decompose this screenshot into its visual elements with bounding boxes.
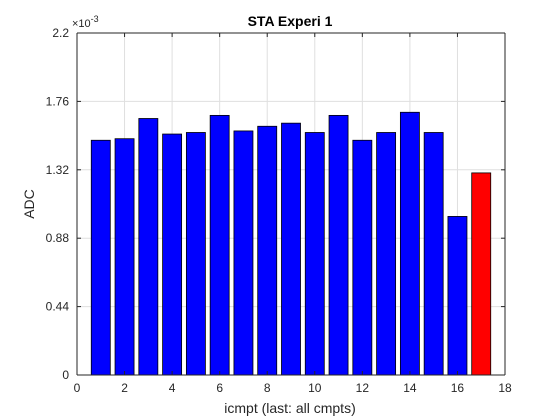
y-tick-label: 0.44 [46, 300, 70, 314]
bar [257, 125, 278, 376]
x-tick-label: 0 [74, 381, 81, 395]
x-tick-label: 18 [498, 381, 512, 395]
x-tick-label: 10 [308, 381, 322, 395]
bar [281, 122, 301, 376]
x-tick-label: 6 [216, 381, 223, 395]
y-tick-label: 0 [62, 368, 69, 382]
y-exponent-power: -3 [91, 14, 99, 24]
y-tick-label: 1.76 [46, 94, 70, 108]
bar-all-cmpts [471, 172, 492, 376]
x-tick-label: 4 [169, 381, 176, 395]
bar [185, 132, 206, 376]
y-tick-label: 0.88 [46, 231, 70, 245]
bar [423, 132, 444, 376]
bar [162, 133, 183, 376]
axes [76, 32, 506, 376]
bars [90, 111, 492, 376]
bar [233, 130, 254, 376]
y-exponent-label: ×10-3 [72, 14, 99, 30]
x-axis-label: icmpt (last: all cmpts) [224, 400, 355, 416]
bar [376, 132, 397, 376]
bar [447, 216, 468, 376]
x-tick-label: 2 [121, 381, 128, 395]
y-exponent-base: ×10 [72, 18, 91, 30]
x-tick-label: 14 [403, 381, 417, 395]
y-tick-label: 2.2 [52, 26, 69, 40]
bar [304, 132, 325, 376]
tick-labels: 0 2 4 6 8 10 12 14 16 18 0 0.44 0.88 1.32 1.76 2.2 [46, 26, 512, 395]
bar [114, 138, 135, 376]
bar [90, 139, 111, 376]
x-tick-label: 8 [264, 381, 271, 395]
y-axis-label: ADC [21, 189, 37, 219]
bar [328, 114, 349, 376]
x-tick-label: 16 [451, 381, 465, 395]
chart-title: STA Experi 1 [248, 13, 333, 29]
bar [352, 139, 373, 376]
bar [138, 118, 159, 376]
bar [209, 114, 230, 376]
y-tick-label: 1.32 [46, 163, 70, 177]
bar [399, 111, 420, 376]
x-tick-label: 12 [356, 381, 370, 395]
